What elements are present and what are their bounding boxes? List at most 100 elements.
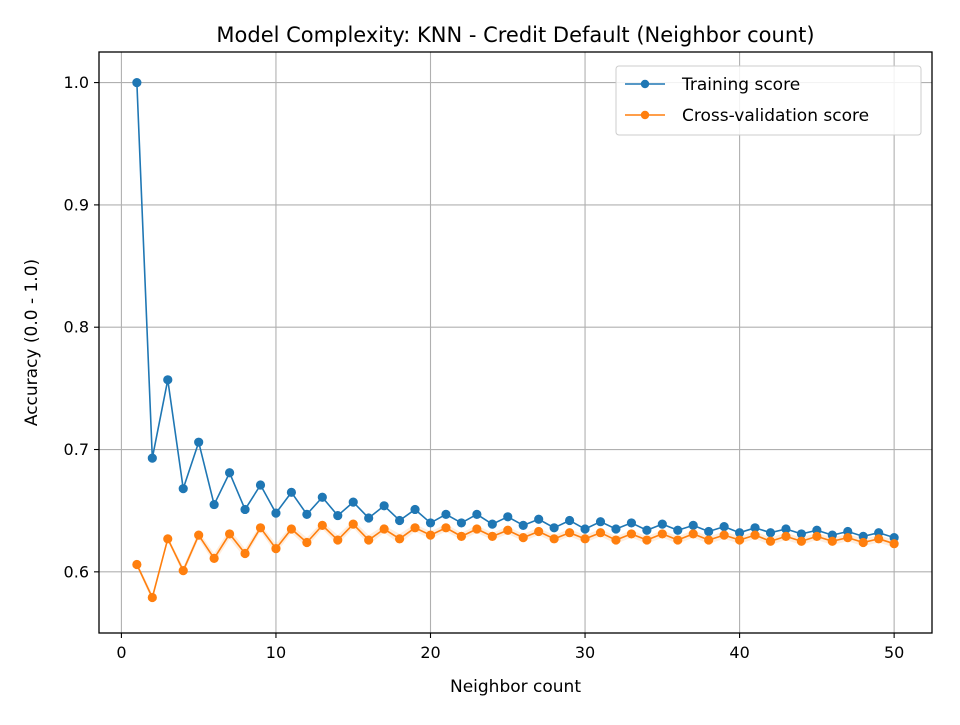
cross-validation-score-point: [410, 523, 420, 533]
cross-validation-score-point: [642, 535, 652, 545]
cross-validation-score-point: [889, 539, 899, 549]
training-score-point: [549, 523, 559, 533]
cross-validation-score-point: [487, 531, 497, 541]
cross-validation-score-point: [441, 523, 451, 533]
training-score-point: [503, 512, 513, 522]
cross-validation-score-point: [472, 524, 482, 534]
cross-validation-score-point: [364, 535, 374, 545]
training-score-point: [348, 497, 358, 507]
cross-validation-score-point: [611, 535, 621, 545]
cross-validation-score-point: [194, 530, 204, 540]
cross-validation-score-point: [209, 553, 219, 563]
training-score-point: [673, 525, 683, 535]
cross-validation-score-point: [858, 537, 868, 548]
cross-validation-score-point: [765, 536, 776, 546]
plot-frame: [98, 51, 933, 634]
cross-validation-score-point: [240, 548, 250, 559]
cross-validation-score-point: [688, 529, 698, 539]
cross-validation-score-point: [564, 528, 575, 538]
cross-validation-score-point: [827, 536, 837, 546]
training-score-point: [441, 509, 451, 519]
training-score-point: [209, 499, 219, 510]
training-score-point: [132, 77, 142, 88]
training-score-point: [317, 492, 327, 502]
cross-validation-score-point: [595, 528, 606, 538]
cross-validation-score-point: [132, 559, 142, 570]
cross-validation-score-point: [456, 531, 467, 541]
training-score-point: [240, 504, 250, 515]
cross-validation-score-point: [379, 524, 389, 534]
legend-item: Cross-validation score: [625, 106, 869, 126]
training-score-point: [611, 524, 621, 534]
x-tick-label: 0: [116, 643, 126, 662]
legend-label: Training score: [681, 75, 800, 95]
cross-validation-score-point: [534, 526, 544, 537]
training-score-point: [534, 514, 544, 524]
cross-validation-score-point: [580, 534, 590, 544]
cross-validation-score-point: [719, 530, 729, 540]
cross-validation-score-point: [796, 536, 807, 546]
cross-validation-score-point: [333, 535, 343, 545]
training-score-point: [564, 515, 575, 526]
cross-validation-score-point: [812, 531, 822, 541]
training-score-point: [688, 520, 698, 530]
x-tick-label: 30: [575, 643, 595, 662]
cross-validation-score-point: [147, 592, 157, 603]
training-score-point: [425, 518, 436, 528]
y-axis-ticks: 0.6 0.7 0.8 0.9 1.0: [64, 73, 99, 581]
cross-validation-score-point: [750, 530, 760, 540]
cross-validation-score-point: [348, 519, 358, 529]
legend-label: Cross-validation score: [682, 106, 869, 126]
cross-validation-score-legend-marker: [640, 110, 650, 120]
y-tick-label: 0.7: [64, 440, 89, 459]
y-tick-label: 0.6: [64, 562, 89, 581]
cross-validation-score-point: [503, 525, 513, 535]
y-tick-label: 0.9: [64, 195, 89, 214]
training-score-point: [704, 526, 714, 537]
training-score-point: [255, 480, 266, 490]
training-score-point: [595, 517, 606, 527]
training-score-point: [379, 501, 389, 511]
training-score-point: [224, 468, 235, 478]
cross-validation-score-point: [843, 532, 853, 543]
cross-validation-score-point: [394, 534, 405, 544]
training-score-point: [657, 519, 667, 529]
cross-validation-score-point: [626, 529, 637, 539]
training-score-point: [178, 484, 188, 494]
x-tick-label: 10: [266, 643, 286, 662]
cross-validation-score-point: [704, 535, 714, 545]
training-score-point: [286, 487, 297, 497]
training-score-point: [163, 375, 173, 385]
y-axis-title: Accuracy (0.0 - 1.0): [22, 259, 42, 426]
cross-validation-score-point: [271, 544, 281, 554]
cross-validation-score-series: [132, 519, 899, 603]
training-score-point: [271, 508, 281, 518]
training-score-point: [364, 513, 374, 523]
training-score-point: [765, 528, 776, 538]
training-score-point: [487, 519, 497, 529]
cross-validation-score-point: [874, 534, 884, 544]
x-tick-label: 20: [420, 643, 440, 662]
x-axis-title: Neighbor count: [450, 677, 581, 697]
cross-validation-score-point: [178, 566, 188, 576]
training-score-point: [580, 524, 590, 534]
cross-validation-score-point: [425, 530, 436, 540]
y-tick-label: 1.0: [64, 73, 89, 92]
legend-box: [615, 65, 922, 136]
cross-validation-score-point: [518, 532, 528, 543]
x-tick-label: 40: [729, 643, 749, 662]
cross-validation-score-point: [673, 535, 683, 545]
cross-validation-score-point: [549, 534, 559, 544]
cross-validation-score-point: [163, 534, 173, 544]
cross-validation-score-point: [302, 537, 312, 548]
cross-validation-score-point: [657, 529, 667, 539]
training-score-point: [719, 521, 729, 532]
chart-title: Model Complexity: KNN - Credit Default (…: [216, 23, 814, 47]
cross-validation-score-point: [734, 535, 745, 545]
training-score-point: [626, 518, 637, 528]
training-score-point: [194, 437, 204, 447]
y-tick-label: 0.8: [64, 318, 89, 337]
training-score-point: [472, 509, 482, 519]
